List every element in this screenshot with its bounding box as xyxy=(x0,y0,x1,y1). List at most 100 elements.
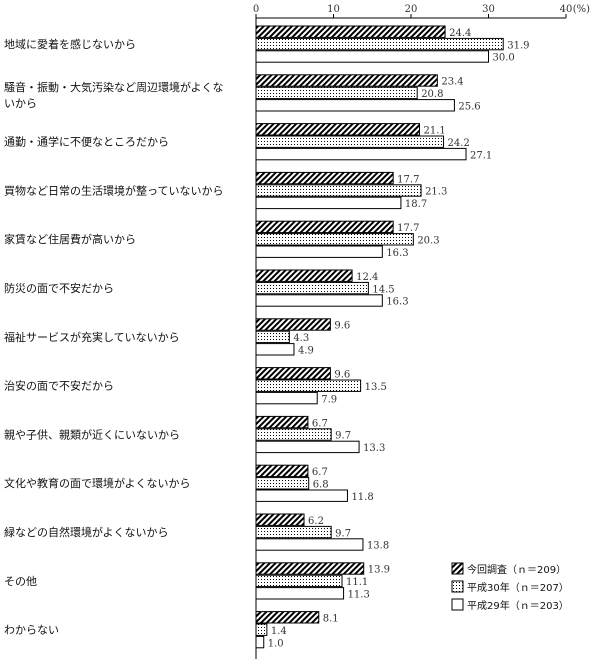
value-label: 27.1 xyxy=(470,150,492,161)
value-label: 6.7 xyxy=(312,467,328,478)
bar-dots xyxy=(255,623,268,636)
category-label: 福祉サービスが充実していないから xyxy=(4,330,180,344)
bar-hatch xyxy=(255,513,305,526)
value-label: 31.9 xyxy=(507,40,529,51)
value-label: 1.0 xyxy=(268,638,284,649)
bar-dots xyxy=(255,135,445,148)
bar-hatch xyxy=(255,611,320,624)
bar-hatch xyxy=(255,415,309,429)
value-label: 11.3 xyxy=(348,590,370,601)
bar-hatch xyxy=(255,367,331,380)
bar-dots xyxy=(255,281,369,295)
bar-white xyxy=(255,343,295,356)
category-label: わからない xyxy=(4,624,59,637)
bar-dots xyxy=(255,184,422,197)
bar-dots xyxy=(255,233,414,246)
value-label: 21.3 xyxy=(425,187,447,198)
value-label: 9.7 xyxy=(335,528,351,539)
bar-hatch xyxy=(255,562,365,575)
value-label: 20.3 xyxy=(417,236,439,247)
bar-dots xyxy=(255,477,310,490)
x-tick-label: 10 xyxy=(327,4,340,15)
value-label: 17.7 xyxy=(397,223,419,234)
bar-white xyxy=(255,245,383,258)
bar-hatch xyxy=(255,123,421,136)
labels-group: 地域に愛着を感じないから 24.4 31.9 30.0 騒音・振動・大気汚染など周辺環境… xyxy=(4,28,529,649)
bar-dots xyxy=(255,86,418,100)
bar-hatch xyxy=(255,318,331,331)
bar-white xyxy=(255,587,345,600)
value-label: 6.7 xyxy=(312,418,328,429)
value-label: 18.7 xyxy=(405,199,427,210)
value-label: 16.3 xyxy=(386,297,408,308)
value-label: 17.7 xyxy=(397,174,419,185)
bar-dots xyxy=(255,330,290,344)
value-label: 20.8 xyxy=(421,89,443,100)
category-label: 家賃など住居費が高いから xyxy=(4,232,136,246)
bar-hatch xyxy=(255,171,394,185)
value-label: 13.9 xyxy=(368,565,390,576)
value-label: 23.4 xyxy=(441,77,463,88)
bar-white xyxy=(255,196,402,210)
legend-swatch-white xyxy=(451,598,464,611)
value-label: 9.6 xyxy=(334,321,350,332)
bar-white xyxy=(255,294,383,307)
category-label: 買物など日常の生活環境が整っていないから xyxy=(4,183,223,197)
legend-swatch-dots xyxy=(451,580,464,593)
category-label: 親や子供、親類が近くにいないから xyxy=(4,427,180,441)
bar-dots xyxy=(255,37,504,51)
bars-group xyxy=(255,25,504,649)
legend-swatch-hatch xyxy=(451,562,464,575)
value-label: 8.1 xyxy=(323,614,339,625)
bar-white xyxy=(255,538,364,551)
category-label: 通勤・通学に不便なところだから xyxy=(4,135,169,149)
value-label: 11.8 xyxy=(351,492,373,503)
bar-white xyxy=(255,635,265,649)
bar-white xyxy=(255,391,318,405)
bar-hatch xyxy=(255,464,309,478)
category-label: 地域に愛着を感じないから xyxy=(4,37,136,51)
category-label: 緑などの自然環境がよくないから xyxy=(4,525,168,539)
value-label: 13.8 xyxy=(367,541,389,552)
bar-hatch xyxy=(255,74,438,87)
value-label: 4.3 xyxy=(293,333,309,344)
bar-hatch xyxy=(255,25,446,38)
legend-label: 今回調査（ｎ＝209） xyxy=(467,563,566,576)
bar-white xyxy=(255,99,455,112)
bar-white xyxy=(255,440,360,454)
category-label: 文化や教育の面で環境がよくないから xyxy=(4,476,190,490)
value-label: 11.1 xyxy=(346,577,368,588)
bar-hatch xyxy=(255,269,353,282)
value-label: 7.9 xyxy=(321,394,337,405)
bar-dots xyxy=(255,428,332,441)
category-label: 防災の面で不安だから xyxy=(4,281,114,295)
x-tick-label: 0 xyxy=(253,4,259,15)
value-label: 16.3 xyxy=(386,248,408,259)
value-label: 13.3 xyxy=(363,443,385,454)
category-label: 騒音・振動・大気汚染など周辺環境がよくな xyxy=(4,80,223,94)
bar-dots xyxy=(255,525,332,539)
value-label: 24.2 xyxy=(448,138,470,149)
legend: 今回調査（ｎ＝209） 平成30年（ｎ＝207） 平成29年（ｎ＝203） xyxy=(451,562,569,612)
value-label: 14.5 xyxy=(372,284,394,295)
bar-white xyxy=(255,147,467,161)
value-label: 1.4 xyxy=(271,626,287,637)
value-label: 4.9 xyxy=(298,346,314,357)
bar-white xyxy=(255,489,348,502)
bar-hatch xyxy=(255,220,394,234)
bar-dots xyxy=(255,574,343,588)
x-tick-label: 20 xyxy=(405,4,418,15)
value-label: 25.6 xyxy=(458,102,480,113)
x-tick-label: 30 xyxy=(482,4,495,15)
value-label: 30.0 xyxy=(493,53,515,64)
value-label: 9.6 xyxy=(334,370,350,381)
value-label: 21.1 xyxy=(424,126,446,137)
category-label: 治安の面で不安だから xyxy=(4,379,114,393)
category-label: その他 xyxy=(4,575,37,588)
unit-label: (%) xyxy=(573,4,590,15)
value-label: 6.2 xyxy=(308,516,324,527)
value-label: 24.4 xyxy=(449,28,471,39)
value-label: 13.5 xyxy=(365,382,387,393)
legend-label: 平成30年（ｎ＝207） xyxy=(467,581,569,594)
